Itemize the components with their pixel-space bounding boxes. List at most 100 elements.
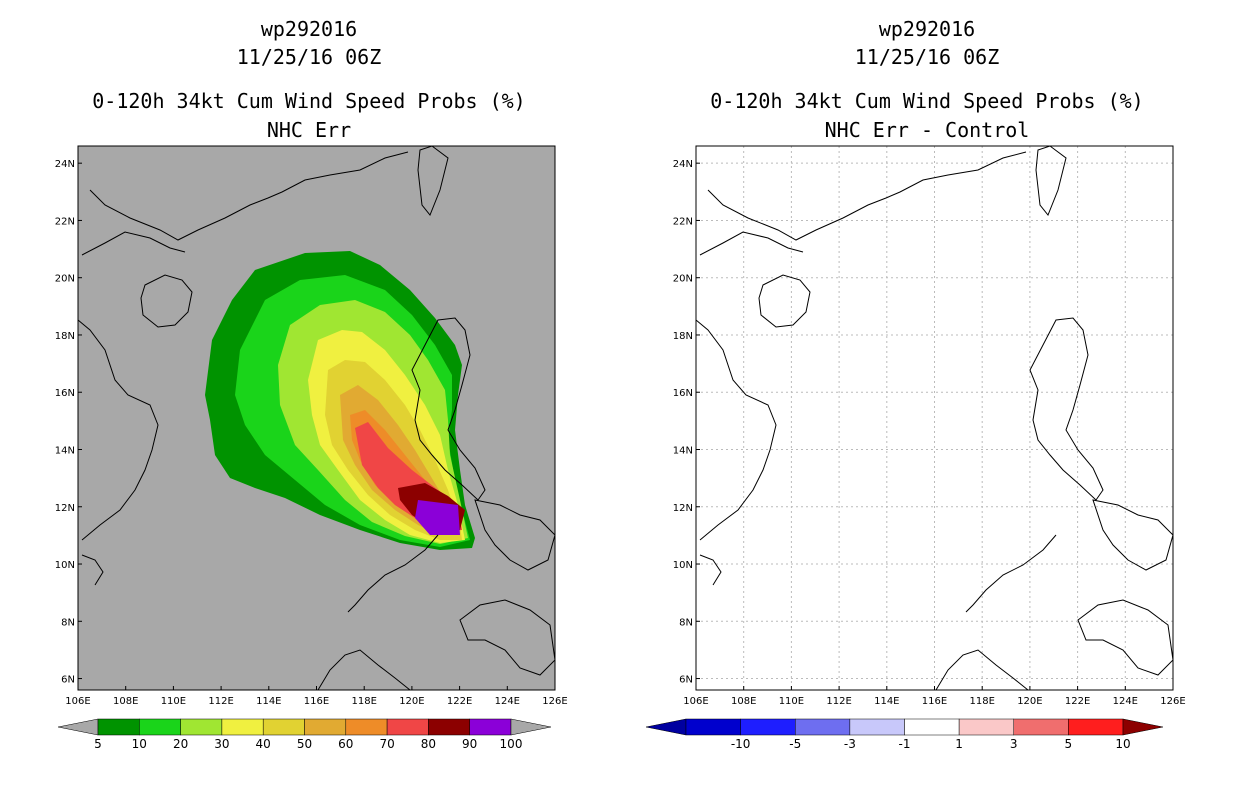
colorbar-swatch [428, 718, 470, 736]
colorbar-label: -10 [731, 737, 751, 751]
colorbar-label: 100 [500, 737, 523, 751]
lon-label: 120E [399, 696, 424, 707]
colorbar-swatch [740, 718, 796, 736]
lon-label: 112E [208, 696, 233, 707]
lon-label: 112E [826, 696, 851, 707]
colorbar: 5 10 20 30 40 50 60 70 80 90 100 [57, 718, 552, 751]
colorbar-label: 30 [214, 737, 229, 751]
colorbar-over-arrow [1122, 718, 1164, 736]
colorbar: -10 -5 -3 -1 1 3 5 10 [645, 718, 1164, 751]
axis-ticks: 106E 108E 110E 112E 114E 116E 118E 120E 122E 124E… [55, 159, 568, 707]
lat-label: 22N [673, 216, 693, 227]
lon-label: 126E [542, 696, 567, 707]
colorbar-swatch [345, 718, 388, 736]
lat-label: 18N [55, 331, 75, 342]
colorbar-label: -5 [789, 737, 801, 751]
colorbar-label: 80 [421, 737, 436, 751]
colorbar-label: 40 [256, 737, 271, 751]
colorbar-swatch [1068, 718, 1124, 736]
lat-label: 12N [673, 503, 693, 514]
lat-label: 24N [673, 159, 693, 170]
contour-90 [415, 500, 460, 535]
lat-label: 10N [55, 560, 75, 571]
colorbar-label: 5 [94, 737, 102, 751]
datetime: 11/25/16 06Z [854, 45, 1000, 69]
storm-id: wp292016 [260, 17, 358, 41]
lon-label: 122E [1065, 696, 1090, 707]
colorbar-label: 70 [379, 737, 394, 751]
colorbar-swatch [221, 718, 264, 736]
colorbar-swatch [685, 718, 741, 736]
colorbar-swatch [139, 718, 181, 736]
colorbar-under-arrow [57, 718, 99, 736]
colorbar-label: 50 [297, 737, 312, 751]
lat-label: 10N [673, 560, 693, 571]
lat-label: 6N [61, 675, 75, 686]
lat-label: 14N [673, 445, 693, 456]
lon-label: 126E [1160, 696, 1185, 707]
colorbar-swatch [469, 718, 512, 736]
lon-label: 116E [922, 696, 947, 707]
product-title: 0-120h 34kt Cum Wind Speed Probs (%) [710, 89, 1144, 113]
lon-label: 124E [1113, 696, 1138, 707]
lat-label: 8N [679, 617, 693, 628]
colorbar-swatch [304, 718, 347, 736]
lat-label: 14N [55, 445, 75, 456]
lat-label: 6N [679, 675, 693, 686]
right-panel: wp292016 11/25/16 06Z 0-120h 34kt Cum Wi… [618, 0, 1236, 800]
lat-label: 18N [673, 331, 693, 342]
colorbar-swatch [180, 718, 223, 736]
colorbar-label: 3 [1010, 737, 1018, 751]
colorbar-label: 1 [955, 737, 963, 751]
colorbar-swatch [262, 718, 305, 736]
lon-label: 106E [683, 696, 708, 707]
product-title: 0-120h 34kt Cum Wind Speed Probs (%) [92, 89, 526, 113]
lat-label: 20N [673, 274, 693, 285]
colorbar-label: 5 [1065, 737, 1073, 751]
lon-label: 118E [351, 696, 376, 707]
colorbar-label: -3 [844, 737, 856, 751]
colorbar-label: 10 [1115, 737, 1130, 751]
lon-label: 120E [1017, 696, 1042, 707]
colorbar-swatch [1013, 718, 1069, 736]
colorbar-label: 10 [132, 737, 147, 751]
colorbar-swatch [849, 718, 905, 736]
coastlines [77, 145, 556, 691]
colorbar-swatch [386, 718, 429, 736]
colorbar-label: 60 [338, 737, 353, 751]
colorbar-swatch [795, 718, 851, 736]
lon-label: 108E [731, 696, 756, 707]
colorbar-swatch [97, 718, 140, 736]
lon-label: 124E [495, 696, 520, 707]
colorbar-label: 90 [462, 737, 477, 751]
lat-label: 24N [55, 159, 75, 170]
lon-label: 114E [874, 696, 899, 707]
lon-label: 108E [113, 696, 138, 707]
colorbar-swatch [904, 718, 960, 736]
lat-label: 20N [55, 274, 75, 285]
storm-id: wp292016 [878, 17, 976, 41]
left-map: 106E 108E 110E 112E 114E 116E 118E 120E 122E 124E… [55, 145, 568, 751]
lat-label: 16N [55, 388, 75, 399]
right-map: 106E 108E 110E 112E 114E 116E 118E 120E 122E 124E… [645, 145, 1186, 751]
lon-label: 114E [256, 696, 281, 707]
axis-ticks: 106E 108E 110E 112E 114E 116E 118E 120E 122E 124E… [673, 159, 1186, 707]
datetime: 11/25/16 06Z [236, 45, 382, 69]
colorbar-over-arrow [510, 718, 552, 736]
colorbar-under-arrow [645, 718, 687, 736]
lon-label: 110E [779, 696, 804, 707]
subtitle: NHC Err [266, 118, 352, 142]
lon-label: 116E [304, 696, 329, 707]
lat-label: 12N [55, 503, 75, 514]
subtitle: NHC Err - Control [824, 118, 1030, 142]
lat-label: 16N [673, 388, 693, 399]
coastlines [695, 145, 1174, 691]
colorbar-label: -1 [899, 737, 911, 751]
lon-label: 122E [447, 696, 472, 707]
lon-label: 110E [161, 696, 186, 707]
colorbar-label: 20 [173, 737, 188, 751]
probability-contours [205, 251, 475, 550]
left-panel: wp292016 11/25/16 06Z 0-120h 34kt Cum Wi… [55, 17, 568, 751]
lon-label: 106E [65, 696, 90, 707]
lon-label: 118E [969, 696, 994, 707]
